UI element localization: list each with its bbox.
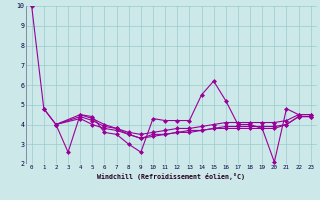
X-axis label: Windchill (Refroidissement éolien,°C): Windchill (Refroidissement éolien,°C) (97, 173, 245, 180)
